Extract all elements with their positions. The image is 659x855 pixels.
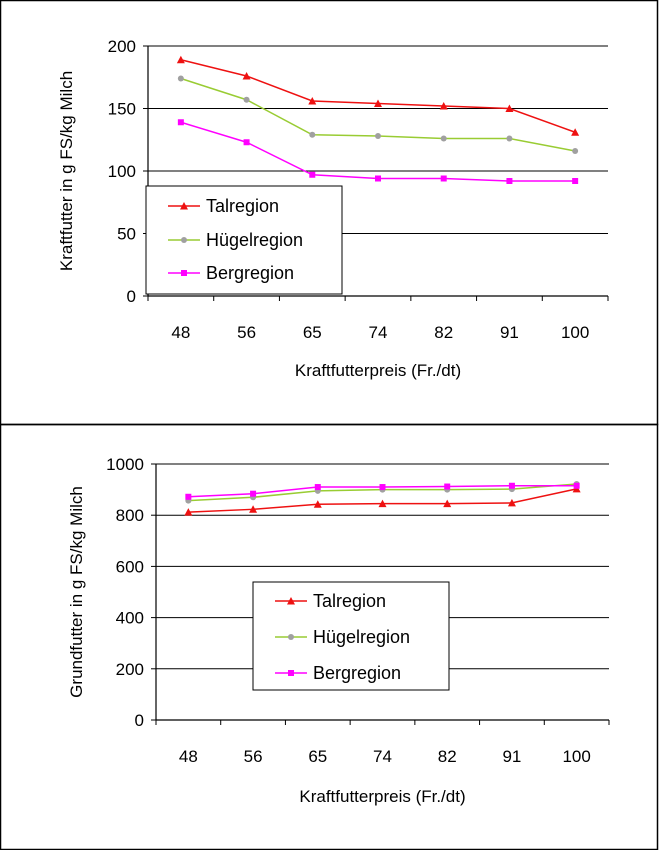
y-tick-label: 400 <box>116 609 144 628</box>
x-tick-label: 74 <box>373 747 392 766</box>
data-point <box>505 104 514 112</box>
legend-swatch-marker <box>288 634 294 640</box>
data-point <box>443 499 452 508</box>
y-tick-label: 200 <box>116 660 144 679</box>
x-tick-label: 82 <box>438 747 457 766</box>
x-tick-label: 91 <box>500 323 519 342</box>
data-point <box>309 171 316 178</box>
data-point <box>572 148 579 154</box>
data-point <box>309 131 316 138</box>
x-tick-label: 100 <box>561 323 589 342</box>
data-point <box>573 482 580 489</box>
y-tick-label: 600 <box>116 557 144 576</box>
x-tick-label: 82 <box>434 323 453 342</box>
data-point <box>177 119 184 126</box>
data-point <box>508 482 515 489</box>
data-point <box>440 135 447 142</box>
data-point <box>185 493 192 500</box>
y-tick-label: 150 <box>108 100 136 119</box>
data-point <box>379 484 386 491</box>
data-point <box>440 175 447 182</box>
legend-label: Hügelregion <box>313 627 410 647</box>
series-line-bergregion <box>180 121 576 182</box>
data-point <box>572 178 579 184</box>
chart-kraftfutter: 0 50 100 150 200 48 56 65 74 82 91 100 Kraftfutterpr… <box>57 37 609 380</box>
legend-swatch-marker <box>181 270 187 276</box>
data-point <box>313 500 322 508</box>
legend-swatch-marker <box>288 670 294 676</box>
y-tick-label: 100 <box>108 162 136 181</box>
data-point <box>176 55 185 64</box>
legend-label: Hügelregion <box>206 230 303 250</box>
y-tick-label: 0 <box>127 287 136 306</box>
data-point <box>374 99 382 107</box>
legend-label: Talregion <box>206 196 279 216</box>
legend-swatch-marker <box>181 237 187 243</box>
y-tick-label: 1000 <box>106 455 144 474</box>
legend-label: Bergregion <box>206 263 294 283</box>
y-tick-label: 800 <box>116 506 144 525</box>
legend-swatch-marker <box>287 597 295 605</box>
data-point <box>250 490 257 497</box>
data-point <box>308 97 317 105</box>
data-point <box>506 178 513 184</box>
legend-box <box>252 581 450 691</box>
data-point <box>375 175 381 182</box>
data-point <box>249 505 258 513</box>
y-tick-label: 0 <box>135 711 144 730</box>
x-tick-label: 91 <box>502 747 521 766</box>
x-tick-label: 65 <box>308 747 327 766</box>
x-tick-label: 65 <box>303 323 322 342</box>
data-point <box>439 102 448 110</box>
x-tick-label: 74 <box>369 323 388 342</box>
x-tick-label: 100 <box>562 747 590 766</box>
data-point <box>507 498 516 507</box>
y-tick-label: 50 <box>117 225 136 244</box>
data-point <box>177 75 184 82</box>
x-tick-label: 56 <box>237 323 256 342</box>
x-axis-title: Kraftfutterpreis (Fr./dt) <box>295 361 461 380</box>
data-point <box>571 128 580 136</box>
data-point <box>375 133 381 139</box>
data-point <box>243 96 250 103</box>
legend-label: Talregion <box>313 591 386 611</box>
data-point <box>242 72 251 80</box>
data-point <box>243 139 250 146</box>
legend-label: Bergregion <box>313 663 401 683</box>
y-axis-title: Grundfutter in g FS/kg Milch <box>67 486 86 698</box>
y-axis-title: Kraftfutter in g FS/kg Milch <box>57 71 76 271</box>
data-point <box>378 499 387 508</box>
data-point <box>506 135 513 142</box>
data-point <box>314 484 321 491</box>
data-point <box>184 508 193 516</box>
y-tick-label: 200 <box>108 37 136 56</box>
x-tick-label: 48 <box>179 747 198 766</box>
x-tick-label: 56 <box>244 747 263 766</box>
chart-grundfutter: 0 200 400 600 800 1000 48 56 65 74 82 91 100 Kraftfut… <box>67 455 610 806</box>
series-line-talregion <box>180 59 576 133</box>
x-axis-title: Kraftfutterpreis (Fr./dt) <box>299 787 465 806</box>
legend-swatch-marker <box>180 202 188 210</box>
x-tick-label: 48 <box>171 323 190 342</box>
data-point <box>444 483 451 490</box>
